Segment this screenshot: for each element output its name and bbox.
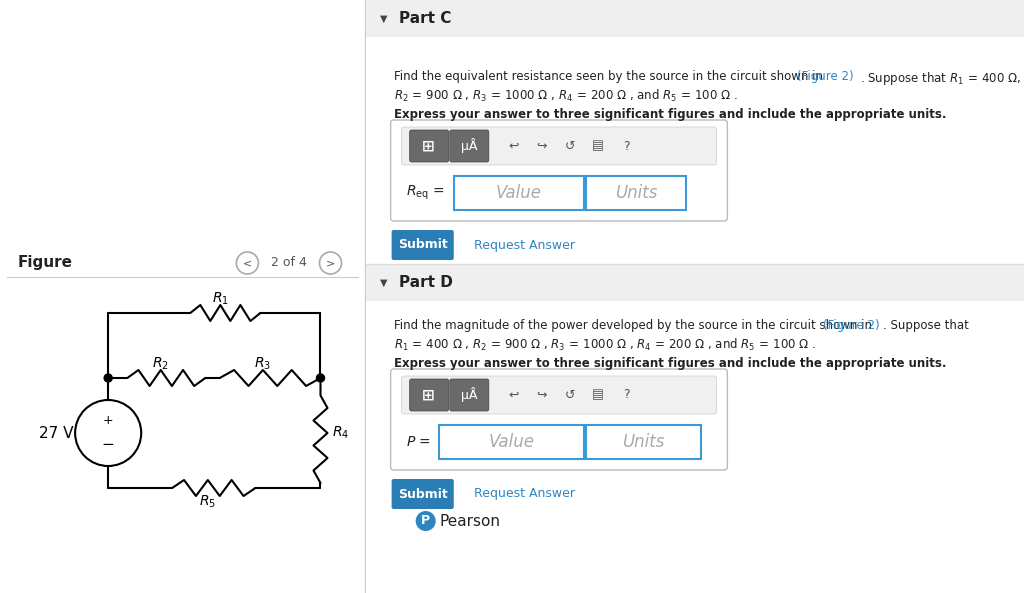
Text: . Suppose that $R_1\,=\,$400 $\Omega$,: . Suppose that $R_1\,=\,$400 $\Omega$, (859, 70, 1021, 87)
Text: Part D: Part D (398, 275, 453, 290)
Text: Figure: Figure (18, 256, 73, 270)
Bar (366, 264, 1024, 301)
Text: (Figure 2): (Figure 2) (797, 70, 853, 83)
Text: Submit: Submit (397, 487, 447, 500)
Text: $R_3$: $R_3$ (254, 356, 271, 372)
Text: μÅ: μÅ (461, 387, 477, 403)
FancyBboxPatch shape (391, 230, 454, 260)
Text: Part C: Part C (398, 11, 451, 26)
Text: ?: ? (623, 139, 630, 152)
Text: Value: Value (488, 433, 535, 451)
Text: ↪: ↪ (537, 388, 547, 401)
Text: <: < (243, 258, 252, 268)
Text: −: − (101, 437, 115, 452)
Text: ?: ? (623, 388, 630, 401)
Text: +: + (102, 414, 114, 427)
Text: ↪: ↪ (537, 139, 547, 152)
Text: >: > (326, 258, 335, 268)
Text: Submit: Submit (397, 238, 447, 251)
FancyBboxPatch shape (450, 130, 488, 162)
Text: P: P (421, 515, 430, 528)
FancyBboxPatch shape (391, 479, 454, 509)
Text: $R_4$: $R_4$ (332, 425, 349, 441)
Bar (586, 176, 686, 210)
FancyBboxPatch shape (390, 120, 727, 221)
Text: $R_2$: $R_2$ (153, 356, 169, 372)
Circle shape (316, 374, 325, 382)
Text: ↺: ↺ (565, 139, 575, 152)
Text: Pearson: Pearson (439, 514, 501, 528)
Text: Units: Units (615, 184, 657, 202)
Text: Request Answer: Request Answer (474, 487, 574, 500)
FancyBboxPatch shape (401, 127, 717, 165)
FancyBboxPatch shape (390, 369, 727, 470)
FancyBboxPatch shape (401, 376, 717, 414)
Text: $R_5$: $R_5$ (200, 494, 216, 510)
FancyBboxPatch shape (450, 379, 488, 411)
Text: μÅ: μÅ (461, 139, 477, 154)
Circle shape (416, 511, 436, 531)
Text: ⊞: ⊞ (422, 139, 435, 154)
FancyBboxPatch shape (410, 379, 449, 411)
Text: ↺: ↺ (565, 388, 575, 401)
Text: ▼: ▼ (380, 278, 387, 288)
Text: Units: Units (623, 433, 665, 451)
Bar (454, 176, 584, 210)
Text: ▤: ▤ (592, 139, 604, 152)
Text: $R_1$: $R_1$ (212, 291, 228, 307)
Text: Express your answer to three significant figures and include the appropriate uni: Express your answer to three significant… (393, 357, 946, 370)
Text: ▤: ▤ (592, 388, 604, 401)
Text: Value: Value (496, 184, 542, 202)
Text: ▼: ▼ (380, 14, 387, 24)
Text: $R_2\,=\,$900 $\Omega$ , $R_3\,=\,$1000 $\Omega$ , $R_4\,=\,$200 $\Omega$ , and : $R_2\,=\,$900 $\Omega$ , $R_3\,=\,$1000 … (393, 88, 737, 104)
Circle shape (104, 374, 113, 382)
Text: ↩: ↩ (509, 139, 519, 152)
Text: ↩: ↩ (509, 388, 519, 401)
Text: ⊞: ⊞ (422, 387, 435, 403)
Text: (Figure 2): (Figure 2) (822, 319, 880, 332)
Text: $R_{\mathrm{eq}}$ =: $R_{\mathrm{eq}}$ = (406, 184, 444, 202)
Bar (438, 425, 584, 459)
FancyBboxPatch shape (410, 130, 449, 162)
Text: Request Answer: Request Answer (474, 238, 574, 251)
Bar (366, 0, 1024, 37)
Text: Find the magnitude of the power developed by the source in the circuit shown in: Find the magnitude of the power develope… (393, 319, 876, 332)
Text: Find the equivalent resistance seen by the source in the circuit shown in: Find the equivalent resistance seen by t… (393, 70, 826, 83)
Text: $P$ =: $P$ = (406, 435, 430, 449)
Bar (586, 425, 701, 459)
Text: $R_1\,=\,$400 $\Omega$ , $R_2\,=\,$900 $\Omega$ , $R_3\,=\,$1000 $\Omega$ , $R_4: $R_1\,=\,$400 $\Omega$ , $R_2\,=\,$900 $… (393, 337, 816, 353)
Text: 27 V: 27 V (39, 426, 74, 441)
Text: Express your answer to three significant figures and include the appropriate uni: Express your answer to three significant… (393, 108, 946, 121)
Text: . Suppose that: . Suppose that (883, 319, 969, 332)
Text: 2 of 4: 2 of 4 (270, 257, 306, 269)
